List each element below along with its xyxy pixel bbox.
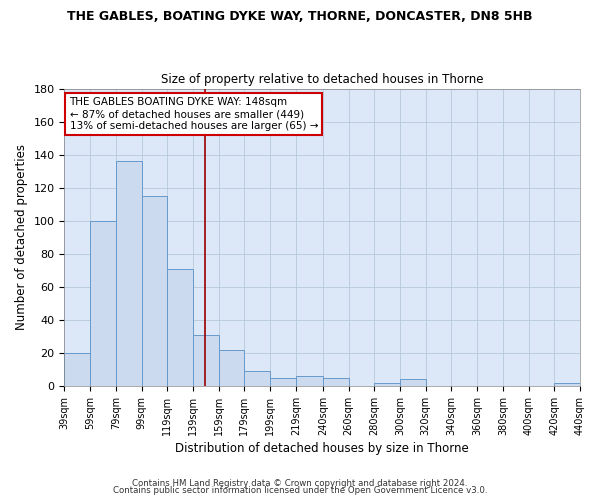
Bar — [374, 383, 400, 386]
Text: THE GABLES, BOATING DYKE WAY, THORNE, DONCASTER, DN8 5HB: THE GABLES, BOATING DYKE WAY, THORNE, DO… — [67, 10, 533, 23]
Bar — [554, 383, 580, 386]
Bar — [64, 353, 90, 386]
Bar — [218, 350, 244, 386]
Bar — [167, 268, 193, 386]
Bar — [296, 376, 323, 386]
Bar — [270, 378, 296, 386]
Bar — [323, 378, 349, 386]
Bar — [193, 335, 218, 386]
Bar — [116, 162, 142, 386]
Text: Contains public sector information licensed under the Open Government Licence v3: Contains public sector information licen… — [113, 486, 487, 495]
X-axis label: Distribution of detached houses by size in Thorne: Distribution of detached houses by size … — [175, 442, 469, 455]
Bar — [142, 196, 167, 386]
Text: THE GABLES BOATING DYKE WAY: 148sqm
← 87% of detached houses are smaller (449)
1: THE GABLES BOATING DYKE WAY: 148sqm ← 87… — [70, 98, 318, 130]
Bar — [244, 371, 270, 386]
Bar — [400, 380, 426, 386]
Text: Contains HM Land Registry data © Crown copyright and database right 2024.: Contains HM Land Registry data © Crown c… — [132, 478, 468, 488]
Y-axis label: Number of detached properties: Number of detached properties — [15, 144, 28, 330]
Title: Size of property relative to detached houses in Thorne: Size of property relative to detached ho… — [161, 73, 484, 86]
Bar — [90, 221, 116, 386]
